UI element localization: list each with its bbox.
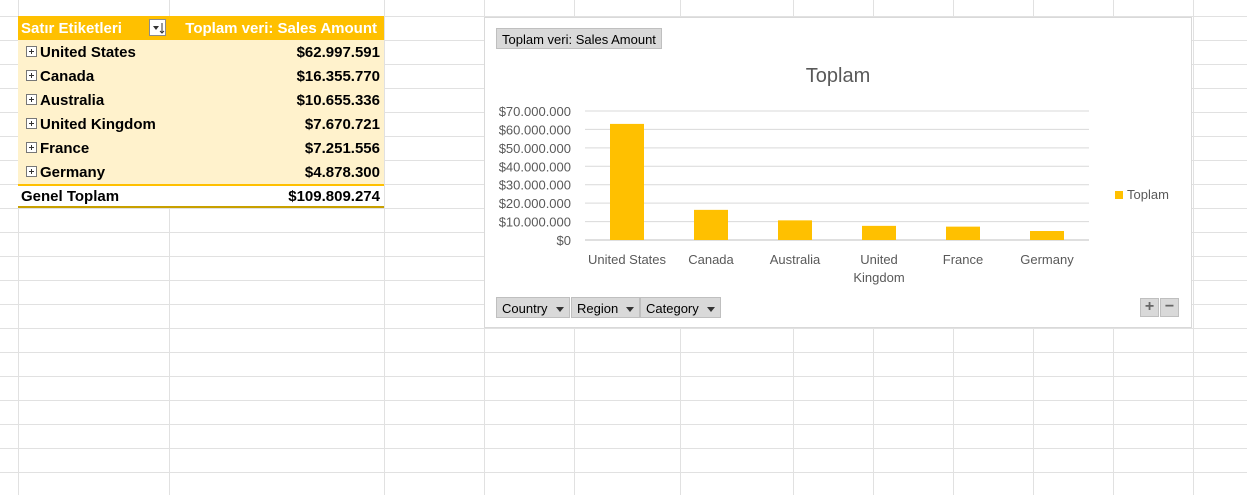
pivot-row-label: United Kingdom [40, 116, 156, 133]
x-tick-label: Germany [1020, 252, 1074, 267]
axis-field-button-region[interactable]: Region [571, 297, 641, 318]
axis-field-label: Category [646, 301, 699, 316]
pivot-row-label: United States [40, 44, 136, 61]
pivot-row-label: Canada [40, 68, 95, 85]
sort-filter-icon [153, 23, 165, 34]
expand-icon[interactable] [26, 94, 37, 105]
expand-icon[interactable] [26, 70, 37, 81]
bar-germany[interactable] [1030, 231, 1064, 240]
y-tick-label: $20.000.000 [499, 196, 571, 211]
pivot-table: Satır Etiketleri Toplam veri: Sales Amou… [18, 16, 384, 208]
grand-total-label: Genel Toplam [21, 188, 120, 205]
pivot-row-value: $4.878.300 [304, 164, 380, 181]
legend-swatch [1115, 191, 1123, 199]
bar-united-kingdom[interactable] [862, 225, 896, 240]
axis-field-label: Region [577, 301, 619, 316]
pivot-header: Satır Etiketleri Toplam veri: Sales Amou… [18, 16, 384, 40]
row-labels-header[interactable]: Satır Etiketleri [21, 20, 122, 37]
expand-icon[interactable] [26, 46, 37, 57]
bar-france[interactable] [946, 226, 980, 240]
legend-label: Toplam [1127, 187, 1169, 202]
pivot-row-label: Australia [40, 92, 105, 109]
pivot-row-value: $62.997.591 [296, 44, 380, 61]
dropdown-arrow-icon [706, 307, 715, 313]
pivot-row[interactable]: United States $62.997.591 [18, 40, 384, 64]
grand-total-value: $109.809.274 [288, 188, 380, 205]
pivot-row-label: Germany [40, 164, 106, 181]
chart-plot-area[interactable]: $0 $10.000.000 $20.000.000 $30.000.000 $40.0… [485, 18, 1191, 327]
pivot-row-value: $10.655.336 [296, 92, 380, 109]
y-tick-label: $60.000.000 [499, 122, 571, 137]
y-tick-label: $70.000.000 [499, 104, 571, 119]
y-tick-label: $50.000.000 [499, 141, 571, 156]
pivot-row-value: $7.251.556 [304, 140, 380, 157]
x-tick-label: Australia [770, 252, 821, 267]
pivot-row-value: $7.670.721 [304, 116, 380, 133]
dropdown-arrow-icon [555, 307, 564, 313]
expand-icon[interactable] [26, 118, 37, 129]
pivot-row[interactable]: Australia $10.655.336 [18, 88, 384, 112]
collapse-field-button[interactable]: − [1160, 298, 1179, 317]
x-tick-label: France [943, 252, 983, 267]
pivot-row[interactable]: Canada $16.355.770 [18, 64, 384, 88]
y-tick-label: $40.000.000 [499, 159, 571, 174]
x-tick-label: United Kingdom [853, 252, 904, 285]
expand-field-button[interactable]: + [1140, 298, 1159, 317]
pivot-row[interactable]: United Kingdom $7.670.721 [18, 112, 384, 136]
value-field-header[interactable]: Toplam veri: Sales Amount [185, 20, 377, 37]
bar-canada[interactable] [694, 209, 728, 240]
pivot-row[interactable]: Germany $4.878.300 [18, 160, 384, 184]
pivot-chart[interactable]: Toplam veri: Sales Amount Toplam $0 $10.0… [484, 17, 1192, 328]
axis-field-button-category[interactable]: Category [640, 297, 721, 318]
y-tick-label: $0 [557, 233, 571, 248]
axis-field-label: Country [502, 301, 548, 316]
grand-total-row[interactable]: Genel Toplam $109.809.274 [18, 184, 384, 208]
y-tick-label: $30.000.000 [499, 178, 571, 193]
expand-icon[interactable] [26, 142, 37, 153]
chart-title[interactable]: Toplam [805, 65, 871, 87]
bar-united-states[interactable] [610, 123, 644, 240]
axis-field-button-country[interactable]: Country [496, 297, 570, 318]
pivot-row[interactable]: France $7.251.556 [18, 136, 384, 160]
x-tick-label: United States [588, 252, 667, 267]
bar-australia[interactable] [778, 220, 812, 240]
pivot-row-label: France [40, 140, 90, 157]
pivot-row-value: $16.355.770 [296, 68, 380, 85]
y-tick-label: $10.000.000 [499, 215, 571, 230]
chart-legend[interactable]: Toplam [1115, 187, 1169, 202]
expand-icon[interactable] [26, 166, 37, 177]
dropdown-arrow-icon [626, 307, 635, 313]
value-field-button[interactable]: Toplam veri: Sales Amount [496, 28, 662, 49]
x-tick-label: Canada [688, 252, 734, 267]
sort-filter-button[interactable] [149, 19, 166, 36]
